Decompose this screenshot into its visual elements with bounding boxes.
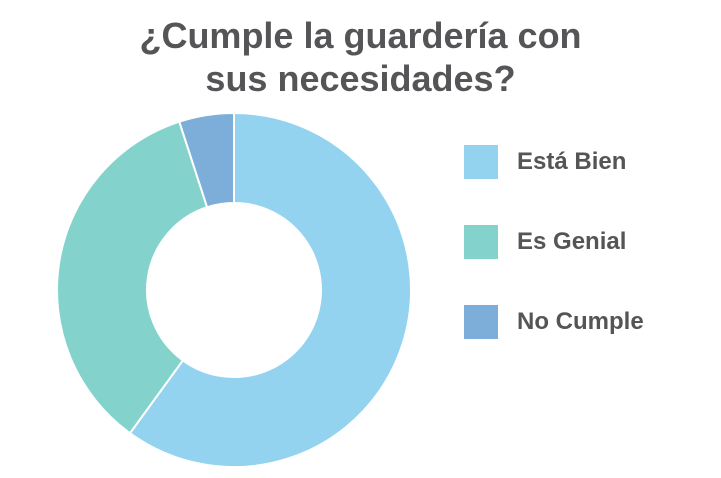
chart-title-line-2: sus necesidades? <box>205 58 516 99</box>
donut-slice-3 <box>178 111 235 209</box>
donut-slice-2 <box>56 120 209 435</box>
chart-title: ¿Cumple la guardería con sus necesidades… <box>0 14 721 100</box>
legend-swatch-1 <box>464 145 498 179</box>
legend-label-2: Es Genial <box>517 228 627 255</box>
chart-title-line-1: ¿Cumple la guardería con <box>139 15 582 56</box>
donut-slice-1 <box>128 111 412 468</box>
legend-label-1: Está Bien <box>517 148 627 175</box>
legend-label-3: No Cumple <box>517 308 644 335</box>
legend-swatch-3 <box>464 305 498 339</box>
legend-swatch-2 <box>464 225 498 259</box>
